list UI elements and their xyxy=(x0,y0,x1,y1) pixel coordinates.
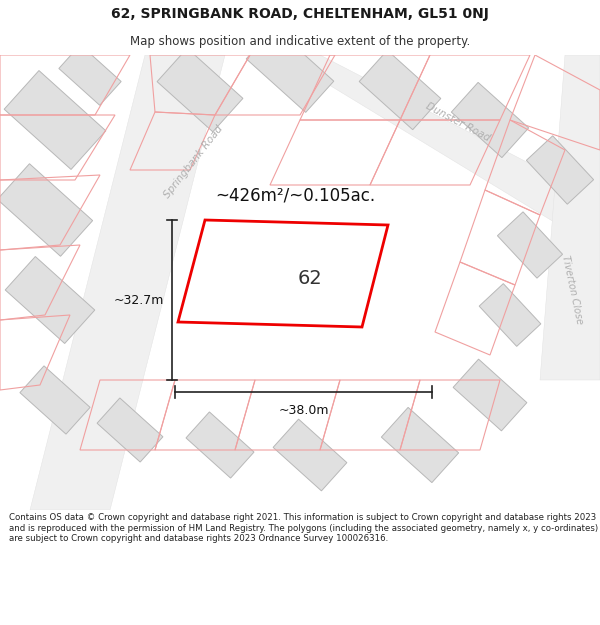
Polygon shape xyxy=(479,284,541,346)
Text: Dunster Road: Dunster Road xyxy=(424,101,492,143)
Text: Map shows position and indicative extent of the property.: Map shows position and indicative extent… xyxy=(130,35,470,48)
Text: ~38.0m: ~38.0m xyxy=(278,404,329,417)
Polygon shape xyxy=(0,164,92,256)
Polygon shape xyxy=(526,136,593,204)
Polygon shape xyxy=(246,28,334,112)
Polygon shape xyxy=(382,408,458,482)
Polygon shape xyxy=(540,55,600,380)
Polygon shape xyxy=(4,71,106,169)
Polygon shape xyxy=(186,412,254,478)
Polygon shape xyxy=(97,398,163,462)
Polygon shape xyxy=(30,55,225,510)
Polygon shape xyxy=(280,55,600,250)
Text: ~426m²/~0.105ac.: ~426m²/~0.105ac. xyxy=(215,186,375,204)
Polygon shape xyxy=(178,220,388,327)
Text: 62: 62 xyxy=(298,269,322,288)
Polygon shape xyxy=(453,359,527,431)
Polygon shape xyxy=(359,50,441,130)
Text: 62, SPRINGBANK ROAD, CHELTENHAM, GL51 0NJ: 62, SPRINGBANK ROAD, CHELTENHAM, GL51 0N… xyxy=(111,7,489,21)
Text: Tiverton Close: Tiverton Close xyxy=(560,254,584,326)
Polygon shape xyxy=(451,82,529,158)
Polygon shape xyxy=(59,45,121,105)
Text: ~32.7m: ~32.7m xyxy=(113,294,164,306)
Polygon shape xyxy=(20,366,90,434)
Polygon shape xyxy=(273,419,347,491)
Text: Springbank Road: Springbank Road xyxy=(161,124,224,200)
Polygon shape xyxy=(5,256,95,344)
Text: Contains OS data © Crown copyright and database right 2021. This information is : Contains OS data © Crown copyright and d… xyxy=(9,513,598,543)
Polygon shape xyxy=(497,212,563,278)
Polygon shape xyxy=(157,48,243,132)
